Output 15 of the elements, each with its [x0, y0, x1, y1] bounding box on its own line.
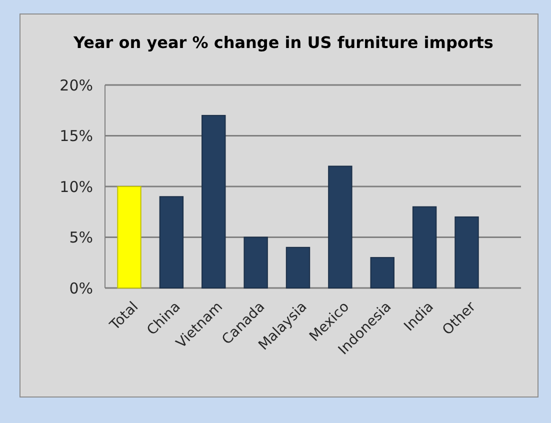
bar [328, 166, 352, 288]
y-tick-label: 0% [69, 279, 93, 298]
y-tick-label: 5% [69, 228, 93, 246]
bar [202, 114, 226, 288]
chart-title: Year on year % change in US furniture imports [72, 33, 494, 52]
bar [412, 206, 437, 288]
bar [244, 236, 268, 288]
bar [117, 186, 142, 288]
bar [454, 216, 479, 288]
bar [159, 196, 184, 288]
y-tick-label: 20% [60, 76, 93, 94]
bar [286, 246, 310, 288]
y-tick-label: 10% [60, 178, 93, 196]
y-tick-label: 15% [60, 127, 93, 145]
bar [370, 257, 394, 288]
